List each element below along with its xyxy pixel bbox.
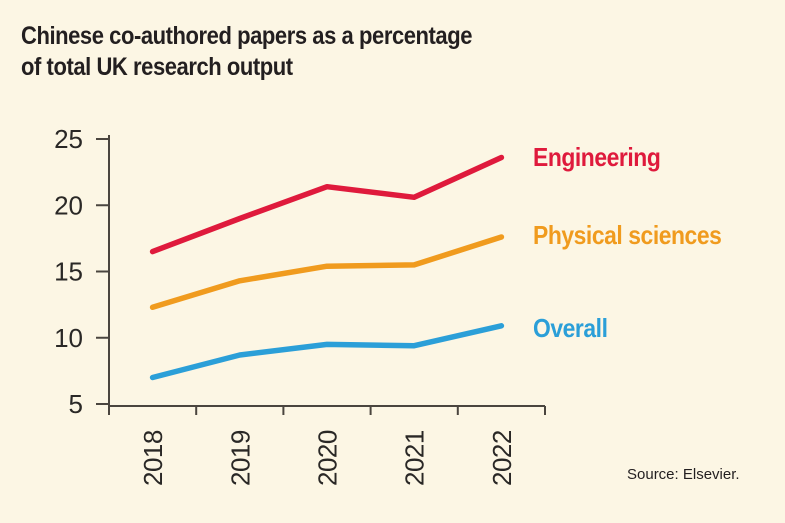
series-line-physical-sciences [149, 234, 505, 311]
x-axis-year-label: 2020 [313, 430, 343, 486]
x-axis-year-label: 2018 [138, 430, 168, 486]
x-axis-year-label: 2019 [225, 430, 255, 486]
x-axis-year-label: 2022 [487, 430, 517, 486]
y-axis-tick-label: 25 [54, 124, 83, 154]
chart-title-line-1: Chinese co-authored papers as a percenta… [21, 22, 473, 50]
y-axis-tick-label: 20 [54, 190, 83, 220]
y-axis-tick-label: 10 [54, 323, 83, 353]
y-axis-tick-label: 15 [54, 257, 83, 287]
series-label-engineering: Engineering [533, 142, 661, 172]
chart-title: Chinese co-authored papers as a percenta… [21, 21, 472, 83]
chart-title-line-2: of total UK research output [21, 53, 293, 81]
y-axis-tick-label: 5 [69, 389, 83, 419]
series-line-overall [149, 323, 505, 381]
x-axis-year-label: 2021 [400, 430, 430, 486]
series-label-overall: Overall [533, 313, 608, 343]
series-label-physical-sciences: Physical sciences [533, 220, 722, 250]
series-line-engineering [149, 154, 505, 255]
source-credit: Source: Elsevier. [627, 466, 740, 483]
